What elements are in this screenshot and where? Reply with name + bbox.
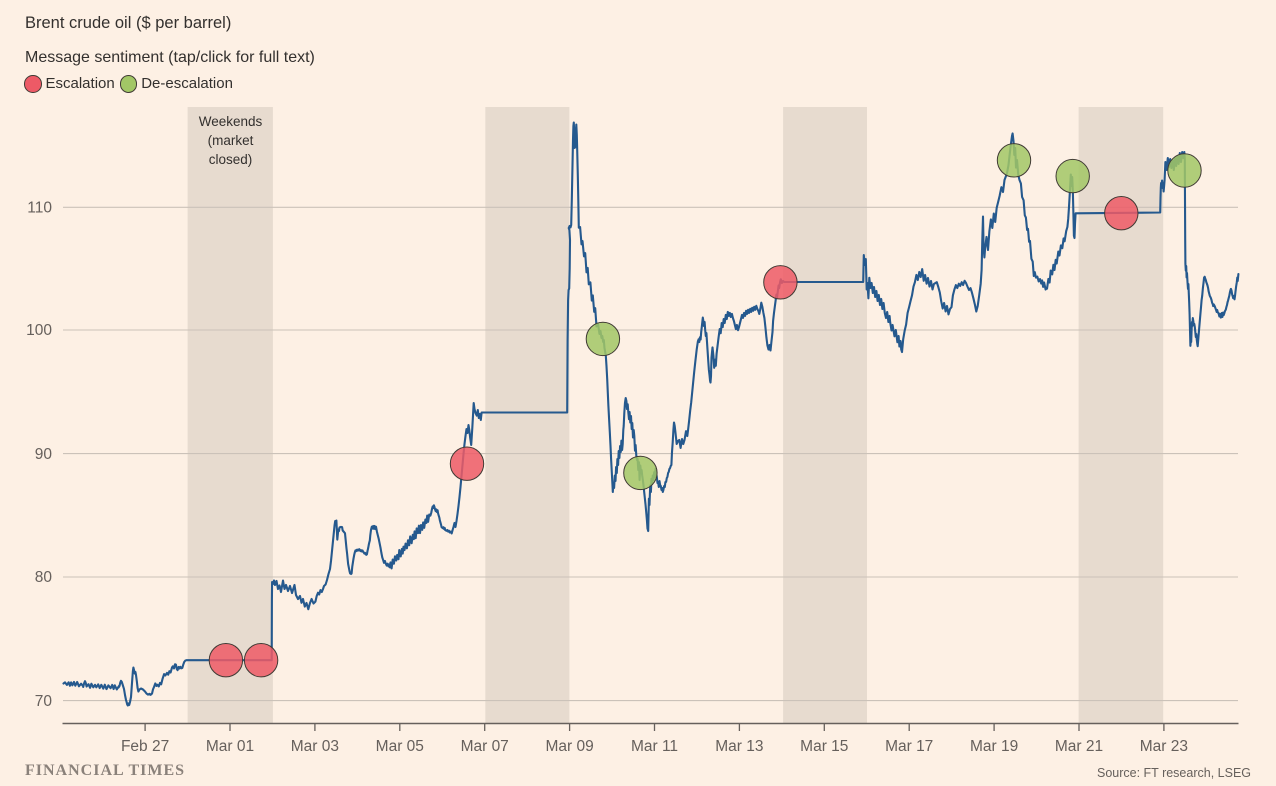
svg-text:Mar 13: Mar 13 — [715, 738, 763, 755]
svg-text:70: 70 — [35, 693, 53, 710]
svg-text:110: 110 — [27, 200, 52, 217]
svg-text:90: 90 — [35, 446, 53, 463]
svg-text:Mar 07: Mar 07 — [461, 738, 509, 755]
svg-text:(market: (market — [208, 133, 254, 148]
svg-text:Mar 09: Mar 09 — [545, 738, 593, 755]
svg-text:Mar 01: Mar 01 — [206, 738, 254, 755]
svg-text:Mar 15: Mar 15 — [800, 738, 848, 755]
svg-text:Mar 03: Mar 03 — [291, 738, 339, 755]
svg-text:Mar 05: Mar 05 — [376, 738, 424, 755]
svg-text:closed): closed) — [209, 152, 253, 167]
svg-text:100: 100 — [26, 322, 52, 339]
svg-text:Mar 17: Mar 17 — [885, 738, 933, 755]
svg-text:Feb 27: Feb 27 — [121, 738, 169, 755]
svg-text:Mar 23: Mar 23 — [1140, 738, 1188, 755]
svg-text:Mar 19: Mar 19 — [970, 738, 1018, 755]
svg-text:80: 80 — [35, 569, 53, 586]
svg-text:Weekends: Weekends — [199, 114, 263, 129]
svg-text:Mar 11: Mar 11 — [631, 738, 678, 755]
svg-text:Mar 21: Mar 21 — [1055, 738, 1103, 755]
